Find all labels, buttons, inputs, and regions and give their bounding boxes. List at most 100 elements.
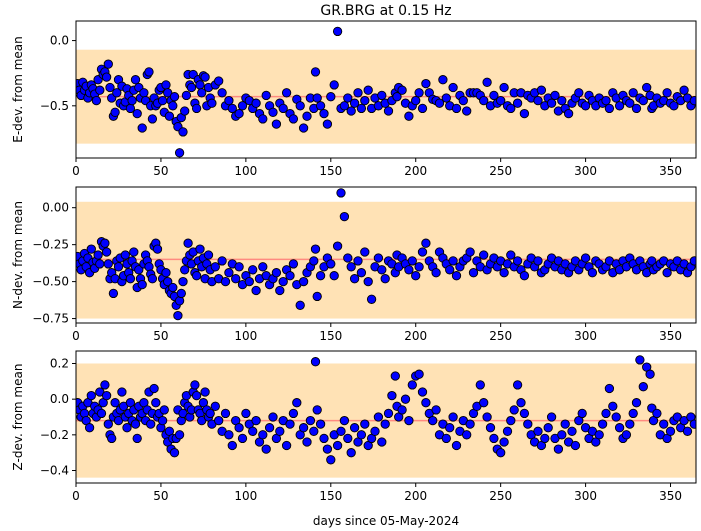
- data-point: [339, 211, 350, 222]
- data-point: [397, 85, 407, 95]
- data-point: [258, 262, 268, 272]
- data-point: [319, 433, 329, 444]
- data-point: [214, 76, 224, 86]
- data-point: [642, 82, 652, 93]
- data-point: [251, 285, 261, 296]
- data-point: [174, 148, 185, 158]
- data-point: [191, 271, 202, 281]
- data-point: [120, 250, 130, 260]
- y-tick-label: 0.0: [50, 392, 69, 406]
- data-point: [601, 408, 611, 419]
- y-tick-label: 0.2: [50, 356, 69, 370]
- data-point: [278, 276, 288, 287]
- x-tick-label: 300: [574, 164, 597, 178]
- data-point: [181, 90, 192, 101]
- data-point: [210, 401, 220, 411]
- data-point: [570, 440, 581, 451]
- data-point: [191, 103, 202, 114]
- data-point: [468, 268, 479, 278]
- data-point: [285, 271, 295, 281]
- data-point: [659, 419, 669, 429]
- data-point: [161, 268, 171, 278]
- data-point: [625, 98, 635, 108]
- data-point: [621, 430, 632, 440]
- data-point: [217, 88, 227, 98]
- data-point: [127, 95, 137, 106]
- data-point: [489, 90, 499, 101]
- data-point: [110, 398, 120, 408]
- data-point: [180, 265, 190, 275]
- x-tick-label: 150: [319, 329, 342, 343]
- data-point: [200, 387, 210, 397]
- data-point: [370, 426, 380, 436]
- data-point: [237, 101, 248, 111]
- data-point: [546, 98, 557, 108]
- x-tick-label: 100: [234, 164, 257, 178]
- y-tick-label: 0.00: [42, 201, 69, 215]
- data-point: [132, 433, 142, 444]
- data-point: [482, 412, 492, 422]
- data-point: [174, 430, 185, 440]
- data-point: [157, 415, 168, 426]
- data-point: [574, 88, 584, 98]
- data-point: [608, 401, 618, 411]
- x-tick-label: 0: [72, 489, 80, 503]
- data-point: [310, 357, 321, 367]
- data-point: [380, 419, 390, 429]
- data-point: [278, 103, 288, 114]
- data-point: [353, 88, 363, 98]
- data-point: [363, 85, 373, 95]
- data-point: [448, 82, 458, 93]
- data-point: [195, 244, 205, 254]
- data-point: [168, 101, 178, 111]
- data-point: [428, 415, 438, 426]
- data-point: [285, 419, 295, 429]
- data-point: [149, 383, 159, 394]
- data-point: [113, 262, 124, 272]
- data-point: [326, 259, 336, 269]
- data-point: [377, 437, 387, 447]
- data-point: [310, 67, 321, 77]
- data-point: [130, 419, 141, 429]
- data-point: [462, 106, 472, 116]
- data-point: [434, 98, 445, 108]
- data-point: [132, 108, 142, 119]
- data-point: [258, 114, 268, 124]
- data-point: [417, 103, 428, 114]
- data-point: [261, 444, 271, 454]
- y-tick-label: −0.4: [40, 464, 69, 478]
- data-point: [506, 103, 516, 114]
- data-point: [241, 408, 251, 419]
- axes-frame: [75, 186, 697, 324]
- data-point: [309, 256, 319, 266]
- data-point: [103, 259, 113, 269]
- data-point: [244, 276, 254, 287]
- data-point: [112, 88, 122, 98]
- data-point: [380, 274, 390, 284]
- data-point: [100, 238, 110, 248]
- data-point: [407, 256, 417, 266]
- data-point: [332, 26, 343, 37]
- data-point: [567, 426, 577, 436]
- data-point: [251, 98, 261, 108]
- y-tick-label: −0.50: [32, 275, 69, 289]
- data-point: [96, 408, 107, 419]
- x-tick-label: 150: [319, 164, 342, 178]
- y-tick-label: −0.2: [40, 428, 69, 442]
- data-point: [485, 423, 496, 433]
- data-point: [234, 108, 244, 119]
- data-point: [360, 95, 370, 106]
- data-point: [101, 390, 112, 401]
- data-point: [329, 80, 339, 90]
- x-tick-label: 50: [153, 489, 168, 503]
- data-point: [302, 111, 312, 121]
- data-point: [465, 419, 475, 429]
- data-point: [346, 106, 356, 116]
- data-point: [431, 405, 441, 415]
- data-point: [110, 107, 120, 117]
- x-tick-label: 50: [153, 164, 168, 178]
- data-point: [217, 256, 227, 266]
- data-point: [560, 419, 570, 429]
- data-point: [441, 93, 451, 103]
